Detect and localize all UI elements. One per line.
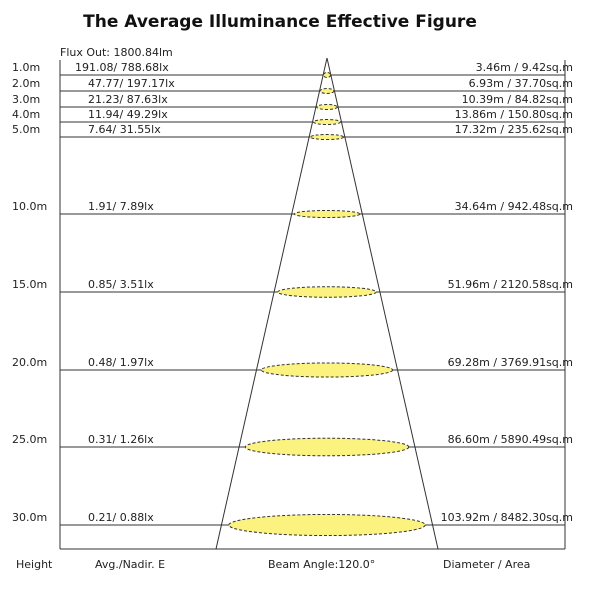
light-spot bbox=[228, 513, 426, 537]
illuminance-label: 0.85/ 3.51lx bbox=[88, 278, 154, 291]
spot-label: 34.64m / 942.48sq.m bbox=[455, 200, 573, 213]
height-label: 15.0m bbox=[12, 278, 47, 291]
spot-label: 10.39m / 84.82sq.m bbox=[462, 93, 573, 106]
height-label: 5.0m bbox=[12, 123, 40, 136]
illuminance-label: 7.64/ 31.55lx bbox=[88, 123, 161, 136]
light-spot bbox=[313, 119, 341, 125]
spot-label: 3.46m / 9.42sq.m bbox=[476, 61, 573, 74]
light-spot bbox=[260, 362, 394, 378]
illuminance-label: 47.77/ 197.17lx bbox=[88, 77, 175, 90]
footer-illuminance: Avg./Nadir. E bbox=[95, 558, 165, 571]
footer-beam: Beam Angle:120.0° bbox=[268, 558, 375, 571]
height-label: 20.0m bbox=[12, 356, 47, 369]
height-label: 4.0m bbox=[12, 108, 40, 121]
light-spot bbox=[316, 104, 338, 110]
illuminance-label: 1.91/ 7.89lx bbox=[88, 200, 154, 213]
height-label: 1.0m bbox=[12, 61, 40, 74]
flux: Flux Out: 1800.84lm bbox=[60, 46, 173, 59]
illuminance-label: 0.48/ 1.97lx bbox=[88, 356, 154, 369]
spot-label: 69.28m / 3769.91sq.m bbox=[448, 356, 573, 369]
light-spot bbox=[293, 209, 361, 219]
height-label: 25.0m bbox=[12, 433, 47, 446]
height-label: 2.0m bbox=[12, 77, 40, 90]
illuminance-label: 11.94/ 49.29lx bbox=[88, 108, 168, 121]
height-label: 30.0m bbox=[12, 511, 47, 524]
height-label: 10.0m bbox=[12, 200, 47, 213]
illuminance-label: 0.31/ 1.26lx bbox=[88, 433, 154, 446]
light-spot bbox=[277, 286, 377, 298]
spot-label: 51.96m / 2120.58sq.m bbox=[448, 278, 573, 291]
cone-right bbox=[326, 57, 439, 550]
spot-label: 103.92m / 8482.30sq.m bbox=[441, 511, 573, 524]
footer-spot: Diameter / Area bbox=[443, 558, 530, 571]
rows: 1.0m 191.08/ 788.68lx 3.46m / 9.42sq.m 2.0m… bbox=[12, 61, 573, 537]
spot-label: 17.32m / 235.62sq.m bbox=[455, 123, 573, 136]
illuminance-label: 21.23/ 87.63lx bbox=[88, 93, 168, 106]
spot-label: 6.93m / 37.70sq.m bbox=[469, 77, 573, 90]
light-spot bbox=[309, 134, 345, 140]
illuminance-label: 191.08/ 788.68lx bbox=[75, 61, 169, 74]
title: The Average Illuminance Effective Figure bbox=[83, 12, 477, 32]
spot-label: 86.60m / 5890.49sq.m bbox=[448, 433, 573, 446]
footer-height: Height bbox=[16, 558, 53, 571]
light-spot bbox=[322, 72, 332, 78]
spot-label: 13.86m / 150.80sq.m bbox=[455, 108, 573, 121]
cone-left bbox=[215, 57, 328, 550]
light-spot bbox=[244, 437, 410, 457]
illuminance-label: 0.21/ 0.88lx bbox=[88, 511, 154, 524]
height-label: 3.0m bbox=[12, 93, 40, 106]
light-spot bbox=[319, 88, 335, 94]
